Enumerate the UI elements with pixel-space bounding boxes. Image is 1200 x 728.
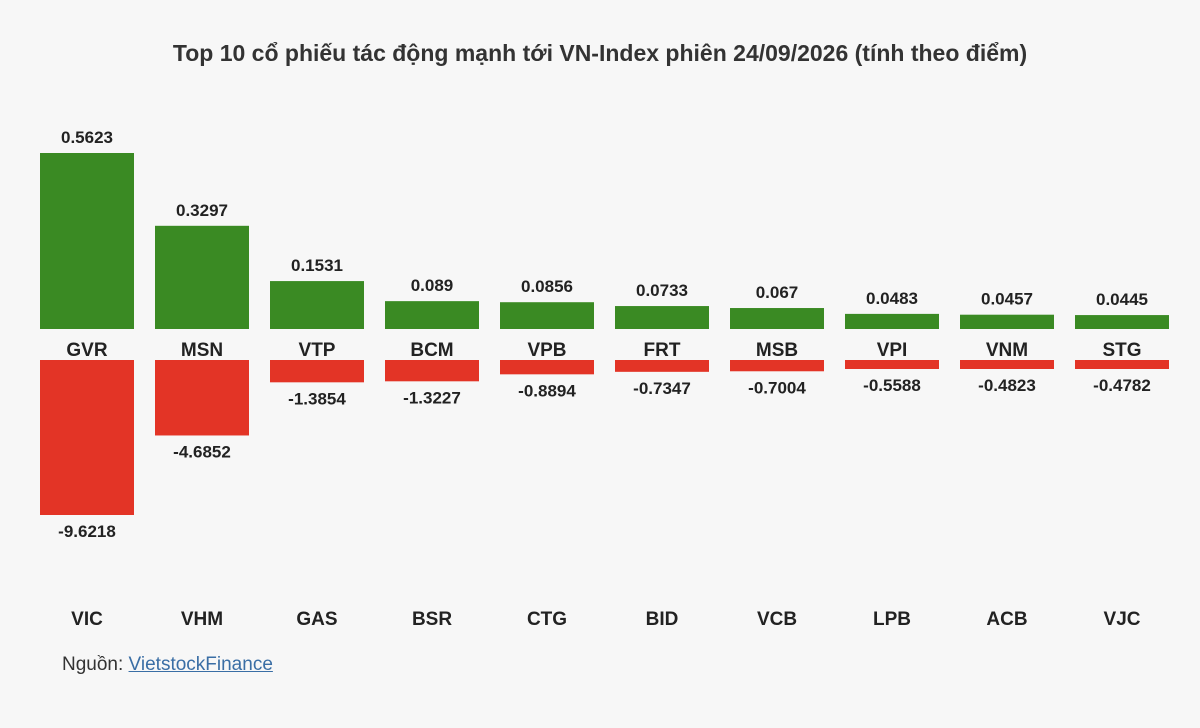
- negative-bar-vic: [40, 360, 134, 515]
- positive-ticker-label-bcm: BCM: [410, 340, 453, 361]
- negative-value-label-acb: -0.4823: [978, 376, 1036, 395]
- positive-value-label-vpb: 0.0856: [521, 277, 573, 296]
- positive-value-label-vnm: 0.0457: [981, 290, 1033, 309]
- negative-bar-ctg: [500, 360, 594, 375]
- negative-value-label-bid: -0.7347: [633, 379, 691, 398]
- positive-ticker-label-gvr: GVR: [66, 340, 107, 361]
- positive-bar-bcm: [385, 301, 479, 329]
- negative-value-label-gas: -1.3854: [288, 389, 346, 408]
- positive-bar-frt: [615, 306, 709, 329]
- negative-ticker-label-vjc: VJC: [1104, 609, 1141, 630]
- negative-value-label-vhm: -4.6852: [173, 442, 231, 461]
- negative-ticker-label-vhm: VHM: [181, 609, 223, 630]
- positive-ticker-label-msb: MSB: [756, 340, 798, 361]
- negative-ticker-label-gas: GAS: [296, 609, 337, 630]
- negative-ticker-label-ctg: CTG: [527, 609, 567, 630]
- positive-bar-stg: [1075, 315, 1169, 329]
- negative-ticker-label-bsr: BSR: [412, 609, 452, 630]
- positive-bar-vnm: [960, 314, 1054, 329]
- positive-value-label-msb: 0.067: [756, 283, 799, 302]
- positive-value-label-vpi: 0.0483: [866, 289, 918, 308]
- positive-bar-vpi: [845, 313, 939, 329]
- positive-bar-gvr: [40, 153, 134, 329]
- positive-bar-vpb: [500, 302, 594, 329]
- negative-bar-vcb: [730, 360, 824, 372]
- source-line: Nguồn: VietstockFinance: [62, 654, 273, 676]
- positive-ticker-label-vpb: VPB: [527, 340, 566, 361]
- source-link[interactable]: VietstockFinance: [128, 654, 273, 675]
- positive-ticker-label-stg: STG: [1102, 340, 1141, 361]
- negative-value-label-vic: -9.6218: [58, 522, 116, 541]
- positive-value-label-vtp: 0.1531: [291, 256, 343, 275]
- negative-bar-vjc: [1075, 360, 1169, 369]
- negative-bar-vhm: [155, 360, 249, 436]
- negative-bar-acb: [960, 360, 1054, 369]
- positive-ticker-label-vpi: VPI: [877, 340, 908, 361]
- positive-value-label-frt: 0.0733: [636, 281, 688, 300]
- negative-value-label-bsr: -1.3227: [403, 388, 461, 407]
- negative-bar-gas: [270, 360, 364, 383]
- positive-ticker-label-frt: FRT: [644, 340, 681, 361]
- negative-bar-bid: [615, 360, 709, 372]
- positive-value-label-bcm: 0.089: [411, 276, 454, 295]
- negative-value-label-vcb: -0.7004: [748, 378, 806, 397]
- chart-title: Top 10 cổ phiếu tác động mạnh tới VN-Ind…: [172, 40, 1028, 66]
- negative-ticker-label-acb: ACB: [986, 609, 1027, 630]
- positive-bar-msn: [155, 225, 249, 329]
- positive-value-label-gvr: 0.5623: [61, 128, 113, 147]
- negative-value-label-vjc: -0.4782: [1093, 376, 1151, 395]
- negative-bar-lpb: [845, 360, 939, 370]
- positive-bar-msb: [730, 308, 824, 329]
- negative-ticker-label-vcb: VCB: [757, 609, 797, 630]
- negative-ticker-label-lpb: LPB: [873, 609, 911, 630]
- positive-bar-vtp: [270, 281, 364, 329]
- positive-ticker-label-msn: MSN: [181, 340, 223, 361]
- negative-ticker-label-bid: BID: [646, 609, 679, 630]
- negative-ticker-label-vic: VIC: [71, 609, 103, 630]
- negative-bar-bsr: [385, 360, 479, 382]
- source-prefix: Nguồn:: [62, 654, 129, 675]
- negative-value-label-lpb: -0.5588: [863, 376, 921, 395]
- positive-ticker-label-vnm: VNM: [986, 340, 1028, 361]
- positive-value-label-stg: 0.0445: [1096, 290, 1148, 309]
- positive-value-label-msn: 0.3297: [176, 201, 228, 220]
- negative-value-label-ctg: -0.8894: [518, 381, 576, 400]
- positive-ticker-label-vtp: VTP: [299, 340, 336, 361]
